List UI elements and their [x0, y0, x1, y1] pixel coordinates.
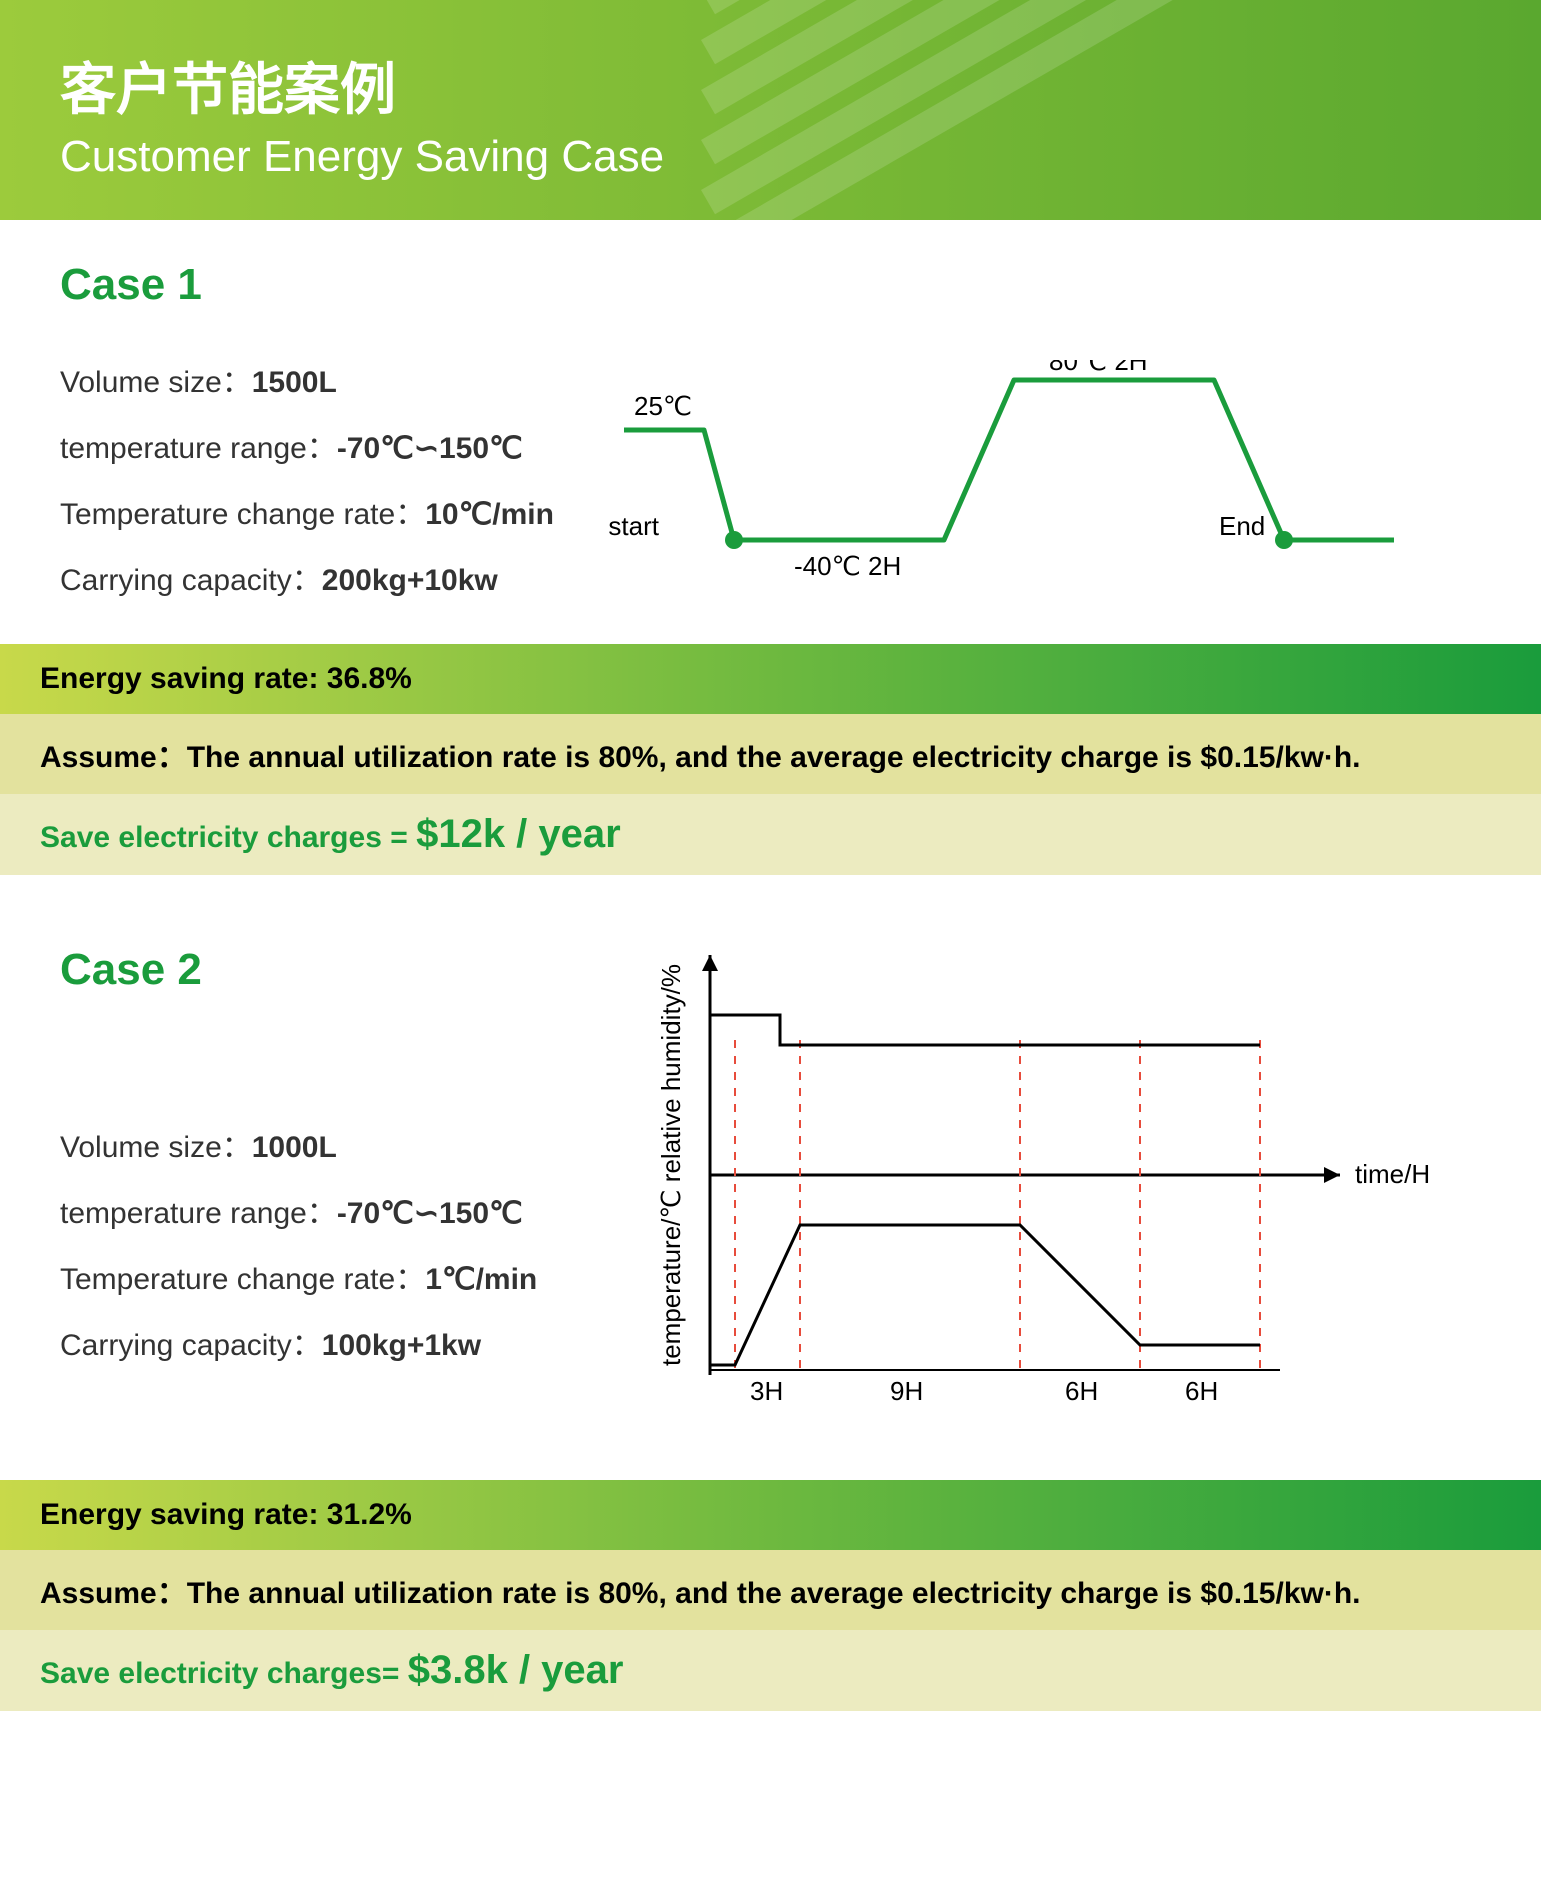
case2-band-save: Save electricity charges= $3.8k / year [0, 1630, 1541, 1711]
spec-row: temperature range：-70℃∽150℃ [60, 416, 554, 482]
spec-label: Carrying capacity： [60, 564, 322, 597]
case1-band-save: Save electricity charges = $12k / year [0, 794, 1541, 875]
case2-band-assume: Assume：The annual utilization rate is 80… [0, 1550, 1541, 1630]
case1-save-value: $12k / year [416, 812, 621, 856]
case2-save-label: Save electricity charges= [40, 1657, 408, 1690]
spec-label: temperature range： [60, 1197, 337, 1230]
svg-text:6H: 6H [1185, 1376, 1218, 1406]
spec-row: temperature range：-70℃∽150℃ [60, 1181, 580, 1247]
spec-row: Volume size：1000L [60, 1115, 580, 1181]
spec-row: Temperature change rate：1℃/min [60, 1247, 580, 1313]
spec-value: -70℃∽150℃ [337, 432, 523, 465]
case2-bands: Energy saving rate: 31.2% Assume：The ann… [0, 1480, 1541, 1711]
spec-row: Volume size：1500L [60, 350, 554, 416]
svg-text:9H: 9H [890, 1376, 923, 1406]
spec-value: -70℃∽150℃ [337, 1197, 523, 1230]
svg-text:temperature/℃ relative humidi: temperature/℃ relative humidity/% [656, 964, 686, 1366]
case2-title: Case 2 [60, 945, 580, 995]
case1-specs: Volume size：1500Ltemperature range：-70℃∽… [60, 350, 554, 614]
case1-chart-svg: 25℃ start -40℃ 2H 80℃ 2H End [594, 360, 1414, 600]
case1-chart: 25℃ start -40℃ 2H 80℃ 2H End [594, 360, 1481, 605]
spec-value: 1500L [252, 366, 337, 399]
spec-label: Volume size： [60, 366, 252, 399]
spec-label: temperature range： [60, 432, 337, 465]
case2-specs: Volume size：1000Ltemperature range：-70℃∽… [60, 1115, 580, 1379]
case1-band-assume: Assume：The annual utilization rate is 80… [0, 714, 1541, 794]
spec-value: 1000L [252, 1131, 337, 1164]
spec-row: Carrying capacity：200kg+10kw [60, 548, 554, 614]
case2-save-value: $3.8k / year [408, 1648, 624, 1692]
case1-bands: Energy saving rate: 36.8% Assume：The ann… [0, 644, 1541, 875]
spec-value: 100kg+1kw [322, 1329, 481, 1362]
case2-chart: 3H 9H 6H 6H time/H temperature/℃ relative hum… [620, 945, 1500, 1430]
svg-text:3H: 3H [750, 1376, 783, 1406]
header-stripes [801, 0, 1541, 220]
case1-band-rate: Energy saving rate: 36.8% [0, 644, 1541, 714]
case2-band-rate: Energy saving rate: 31.2% [0, 1480, 1541, 1550]
svg-text:-40℃ 2H: -40℃ 2H [794, 551, 901, 581]
case1-save-label: Save electricity charges = [40, 821, 416, 854]
svg-text:25℃: 25℃ [634, 391, 692, 421]
case2-block: Case 2 Volume size：1000Ltemperature rang… [0, 875, 1541, 1430]
spec-label: Temperature change rate： [60, 498, 425, 531]
spec-value: 10℃/min [425, 498, 554, 531]
spec-label: Temperature change rate： [60, 1263, 425, 1296]
svg-text:End: End [1219, 511, 1265, 541]
spec-value: 1℃/min [425, 1263, 537, 1296]
spec-value: 200kg+10kw [322, 564, 498, 597]
header-banner: 客户节能案例 Customer Energy Saving Case [0, 0, 1541, 220]
case1-title: Case 1 [60, 260, 1481, 310]
spec-label: Volume size： [60, 1131, 252, 1164]
svg-text:6H: 6H [1065, 1376, 1098, 1406]
spec-row: Temperature change rate：10℃/min [60, 482, 554, 548]
spec-row: Carrying capacity：100kg+1kw [60, 1313, 580, 1379]
case1-block: Case 1 Volume size：1500Ltemperature rang… [0, 220, 1541, 614]
svg-text:80℃ 2H: 80℃ 2H [1049, 360, 1148, 376]
spec-label: Carrying capacity： [60, 1329, 322, 1362]
svg-text:start: start [608, 511, 659, 541]
svg-text:time/H: time/H [1355, 1159, 1430, 1189]
case2-chart-svg: 3H 9H 6H 6H time/H temperature/℃ relative hum… [620, 945, 1500, 1425]
